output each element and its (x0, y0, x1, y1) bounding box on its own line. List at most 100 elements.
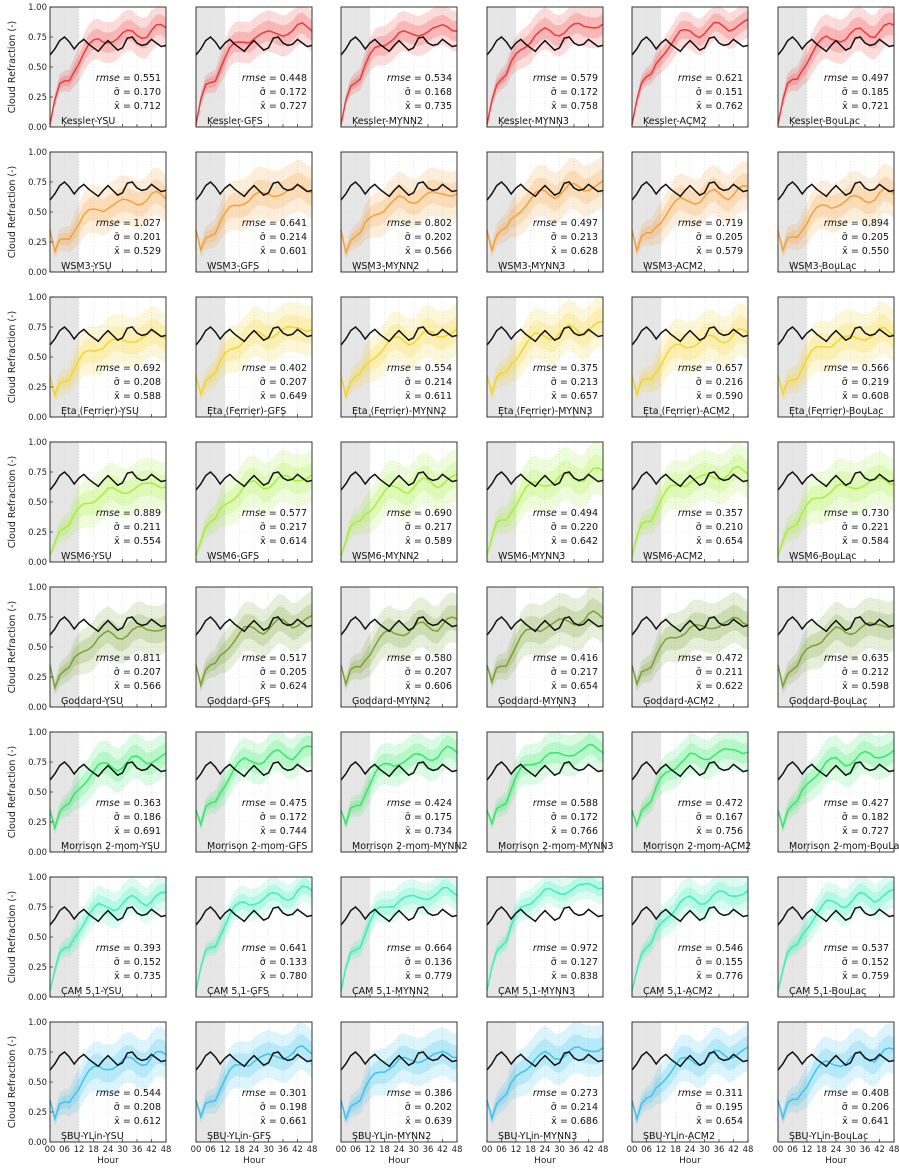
stat-sigma-value: 0.202 (425, 232, 452, 243)
stat-rmse-label: rmse (242, 798, 266, 809)
x-tick-label: 18 (379, 1145, 390, 1155)
panel-label: WSM6-ACM2 (643, 551, 703, 562)
y-tick-label: 0.75 (28, 613, 47, 623)
stat-equals: = (848, 812, 862, 823)
stat-xbar-value: 0.649 (280, 391, 307, 402)
stat-sigma: σ̄ = 0.214 (260, 232, 307, 243)
observed-line (777, 906, 895, 926)
panel-3-3: rmse = 0.494 σ̄ = 0.220 x̄ = 0.642 WSM6-MYN… (486, 441, 604, 563)
stat-xbar-label: x̄ (842, 246, 848, 257)
stat-sigma-value: 0.167 (716, 812, 743, 823)
stat-rmse-label: rmse (533, 798, 557, 809)
stat-sigma: σ̄ = 0.211 (696, 667, 743, 678)
stat-rmse: rmse = 0.635 (824, 653, 889, 664)
spread-band-outer (196, 159, 312, 258)
spread-band-outer (341, 167, 457, 260)
x-tick-label: 36 (423, 1145, 434, 1155)
stat-equals: = (848, 363, 862, 374)
panel-4-2: rmse = 0.580 σ̄ = 0.207 x̄ = 0.606 Goddard-… (340, 586, 458, 708)
panel-6-5: rmse = 0.537 σ̄ = 0.152 x̄ = 0.759 CAM 5.1-… (777, 876, 895, 998)
simulated-mean-line (486, 610, 604, 685)
stat-rmse-label: rmse (387, 218, 411, 229)
stat-rmse-value: 0.402 (280, 363, 307, 374)
stat-sigma: σ̄ = 0.213 (551, 377, 598, 388)
y-tick-label: 0.50 (28, 498, 47, 508)
simulated-mean-line (340, 1050, 458, 1122)
stat-xbar-value: 0.628 (571, 246, 598, 257)
observed-line (631, 906, 749, 926)
stat-xbar-label: x̄ (551, 536, 557, 547)
panel-label: Morrison 2-mom-MYNN2 (352, 841, 468, 852)
stat-equals: = (120, 826, 134, 837)
panel-label: Kessler-MYNN3 (498, 116, 569, 127)
stat-equals: = (848, 377, 862, 388)
panel-label: Eta (Ferrier)-MYNN3 (498, 406, 593, 417)
stat-equals: = (120, 73, 134, 84)
stat-sigma-value: 0.207 (134, 667, 161, 678)
stat-equals: = (411, 508, 425, 519)
stat-sigma: σ̄ = 0.152 (842, 957, 889, 968)
observed-line (340, 906, 458, 926)
stat-xbar: x̄ = 0.758 (551, 101, 598, 112)
stat-equals: = (848, 218, 862, 229)
stat-xbar-label: x̄ (551, 1116, 557, 1127)
stat-sigma-label: σ̄ (260, 957, 266, 968)
stat-equals: = (557, 957, 571, 968)
stat-rmse-value: 0.363 (134, 798, 161, 809)
x-tick-label: 18 (88, 1145, 99, 1155)
stat-xbar-value: 0.529 (134, 246, 161, 257)
panel-6-3: rmse = 0.972 σ̄ = 0.127 x̄ = 0.838 CAM 5.1-… (486, 876, 604, 998)
stat-xbar-label: x̄ (551, 101, 557, 112)
stat-rmse-value: 0.664 (425, 943, 452, 954)
stat-sigma-value: 0.172 (280, 87, 307, 98)
stat-rmse: rmse = 0.363 (96, 798, 161, 809)
panel-label: WSM6-BouLac (789, 551, 856, 562)
spread-band-outer (196, 591, 312, 693)
panel-label: WSM3-ACM2 (643, 261, 703, 272)
x-tick-label: 18 (670, 1145, 681, 1155)
stat-sigma-label: σ̄ (260, 522, 266, 533)
observed-line (49, 471, 167, 491)
x-tick-label: 24 (249, 1145, 260, 1155)
stat-sigma: σ̄ = 0.219 (842, 377, 889, 388)
stat-rmse: rmse = 0.802 (387, 218, 452, 229)
stat-sigma-value: 0.195 (716, 1102, 743, 1113)
stat-xbar: x̄ = 0.744 (260, 826, 307, 837)
stat-sigma: σ̄ = 0.172 (260, 87, 307, 98)
observed-line (486, 761, 604, 781)
stat-sigma-label: σ̄ (114, 377, 120, 388)
stat-equals: = (557, 73, 571, 84)
stat-sigma-label: σ̄ (114, 957, 120, 968)
spread-band-outer (50, 877, 166, 991)
stat-xbar-value: 0.776 (716, 971, 743, 982)
stat-xbar-value: 0.642 (571, 536, 598, 547)
stat-sigma: σ̄ = 0.172 (551, 812, 598, 823)
stat-xbar-label: x̄ (114, 536, 120, 547)
x-tick-label: 06 (350, 1145, 361, 1155)
stat-equals: = (557, 798, 571, 809)
stat-xbar-label: x̄ (260, 826, 266, 837)
stat-sigma-label: σ̄ (114, 87, 120, 98)
stat-xbar-label: x̄ (696, 391, 702, 402)
stat-equals: = (557, 377, 571, 388)
stat-equals: = (702, 681, 716, 692)
stat-sigma-label: σ̄ (405, 377, 411, 388)
panel-label: CAM 5.1-BouLac (789, 986, 866, 997)
stat-sigma-value: 0.213 (571, 232, 598, 243)
spread-band-inner (341, 1039, 457, 1123)
spread-band-outer (487, 587, 603, 690)
panel-4-1: rmse = 0.517 σ̄ = 0.205 x̄ = 0.624 Goddard-… (195, 586, 313, 708)
x-tick-label: 42 (583, 1145, 594, 1155)
panel-label: Morrison 2-mom-MYNN3 (498, 841, 614, 852)
stat-xbar-label: x̄ (114, 246, 120, 257)
stat-rmse: rmse = 0.424 (387, 798, 452, 809)
stat-sigma-value: 0.205 (716, 232, 743, 243)
stat-equals: = (266, 1088, 280, 1099)
stat-xbar-label: x̄ (405, 826, 411, 837)
simulated-mean-line (340, 473, 458, 557)
x-tick-label: 48 (598, 1145, 609, 1155)
stat-sigma: σ̄ = 0.214 (551, 1102, 598, 1113)
panel-1-0: 0.00 0.25 0.50 0.75 1.00 rmse = 1.027 σ̄ = 0.2… (28, 148, 167, 278)
stat-sigma-value: 0.214 (280, 232, 307, 243)
stat-rmse: rmse = 0.494 (533, 508, 598, 519)
